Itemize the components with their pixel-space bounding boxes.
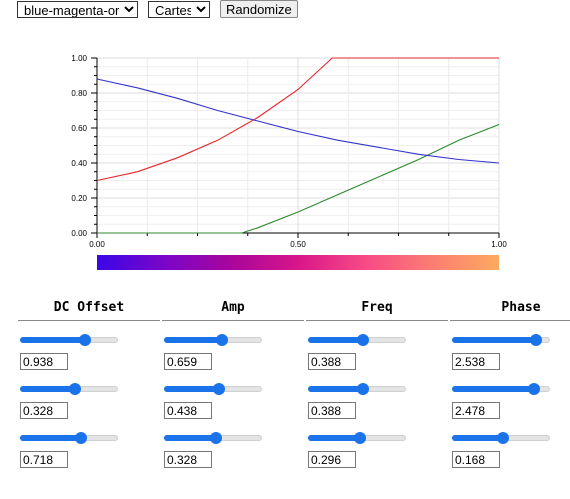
coordinate-system-select[interactable]: Cartesian: [148, 0, 210, 18]
slider-fill: [20, 435, 81, 441]
x-tick-label: 0.50: [290, 240, 306, 249]
slider-fill: [164, 386, 219, 392]
parameter-value-input[interactable]: [164, 353, 212, 370]
slider-fill: [20, 337, 85, 343]
panel-title: Phase: [450, 300, 570, 321]
parameter-slider[interactable]: [452, 431, 550, 445]
colorbar: [97, 255, 499, 270]
parameter-value-input[interactable]: [452, 353, 500, 370]
parameter-slider[interactable]: [452, 333, 550, 347]
chart-grid: [96, 57, 500, 234]
parameter-slider[interactable]: [164, 382, 262, 396]
slider-thumb[interactable]: [215, 334, 228, 346]
slider-thumb[interactable]: [78, 334, 91, 346]
panel-title: Freq: [306, 300, 448, 321]
parameter-value-input[interactable]: [20, 402, 68, 419]
line-chart: 0.00 0.20 0.40 0.60 0.80 1.00 0.00 0.50 1.00: [71, 54, 507, 270]
series-line: [97, 123, 500, 234]
panel-title: Amp: [162, 300, 304, 321]
x-tick-label: 1.00: [491, 240, 507, 249]
slider-fill: [308, 435, 360, 441]
slider-thumb[interactable]: [68, 383, 81, 395]
parameter-slider[interactable]: [452, 382, 550, 396]
parameter-slider[interactable]: [308, 333, 406, 347]
x-tick-label: 0.00: [89, 240, 105, 249]
slider-thumb[interactable]: [530, 334, 543, 346]
chart-axes: 0.00 0.20 0.40 0.60 0.80 1.00 0.00 0.50 1.00: [71, 54, 507, 249]
slider-thumb[interactable]: [212, 383, 225, 395]
slider-thumb[interactable]: [209, 432, 222, 444]
parameter-value-input[interactable]: [164, 451, 212, 468]
parameter-slider[interactable]: [20, 431, 118, 445]
parameter-slider[interactable]: [20, 333, 118, 347]
slider-thumb[interactable]: [356, 383, 369, 395]
y-tick-label: 0.40: [71, 159, 87, 168]
parameter-value-input[interactable]: [20, 353, 68, 370]
parameter-value-input[interactable]: [452, 402, 500, 419]
slider-fill: [308, 386, 363, 392]
panel-phase: Phase: [450, 300, 570, 480]
slider-fill: [452, 435, 503, 441]
parameter-value-input[interactable]: [20, 451, 68, 468]
parameter-value-input[interactable]: [308, 451, 356, 468]
slider-thumb[interactable]: [356, 334, 369, 346]
slider-fill: [164, 337, 222, 343]
y-tick-label: 0.00: [71, 229, 87, 238]
color-scheme-select[interactable]: blue-magenta-orange: [17, 0, 138, 18]
slider-thumb[interactable]: [528, 383, 541, 395]
slider-thumb[interactable]: [74, 432, 87, 444]
y-tick-label: 0.60: [71, 124, 87, 133]
series-line: [96, 78, 500, 164]
parameter-slider[interactable]: [308, 431, 406, 445]
parameter-value-input[interactable]: [452, 451, 500, 468]
chart-series: [96, 57, 500, 234]
parameter-value-input[interactable]: [308, 402, 356, 419]
toolbar: blue-magenta-orange Cartesian Randomize: [17, 0, 298, 18]
panel-title: DC Offset: [18, 300, 160, 321]
y-tick-label: 1.00: [71, 54, 87, 63]
panel-freq: Freq: [306, 300, 448, 480]
parameter-slider[interactable]: [164, 431, 262, 445]
parameter-value-input[interactable]: [308, 353, 356, 370]
randomize-button[interactable]: Randomize: [220, 0, 298, 18]
slider-fill: [452, 386, 535, 392]
parameter-slider[interactable]: [20, 382, 118, 396]
slider-thumb[interactable]: [353, 432, 366, 444]
panel-amp: Amp: [162, 300, 304, 480]
parameter-slider[interactable]: [164, 333, 262, 347]
panel-dc-offset: DC Offset: [18, 300, 160, 480]
y-tick-label: 0.20: [71, 194, 87, 203]
slider-fill: [452, 337, 537, 343]
slider-fill: [20, 386, 75, 392]
slider-fill: [308, 337, 363, 343]
parameter-value-input[interactable]: [164, 402, 212, 419]
series-line: [96, 57, 499, 182]
y-tick-label: 0.80: [71, 89, 87, 98]
slider-fill: [164, 435, 216, 441]
slider-thumb[interactable]: [496, 432, 509, 444]
parameter-slider[interactable]: [308, 382, 406, 396]
